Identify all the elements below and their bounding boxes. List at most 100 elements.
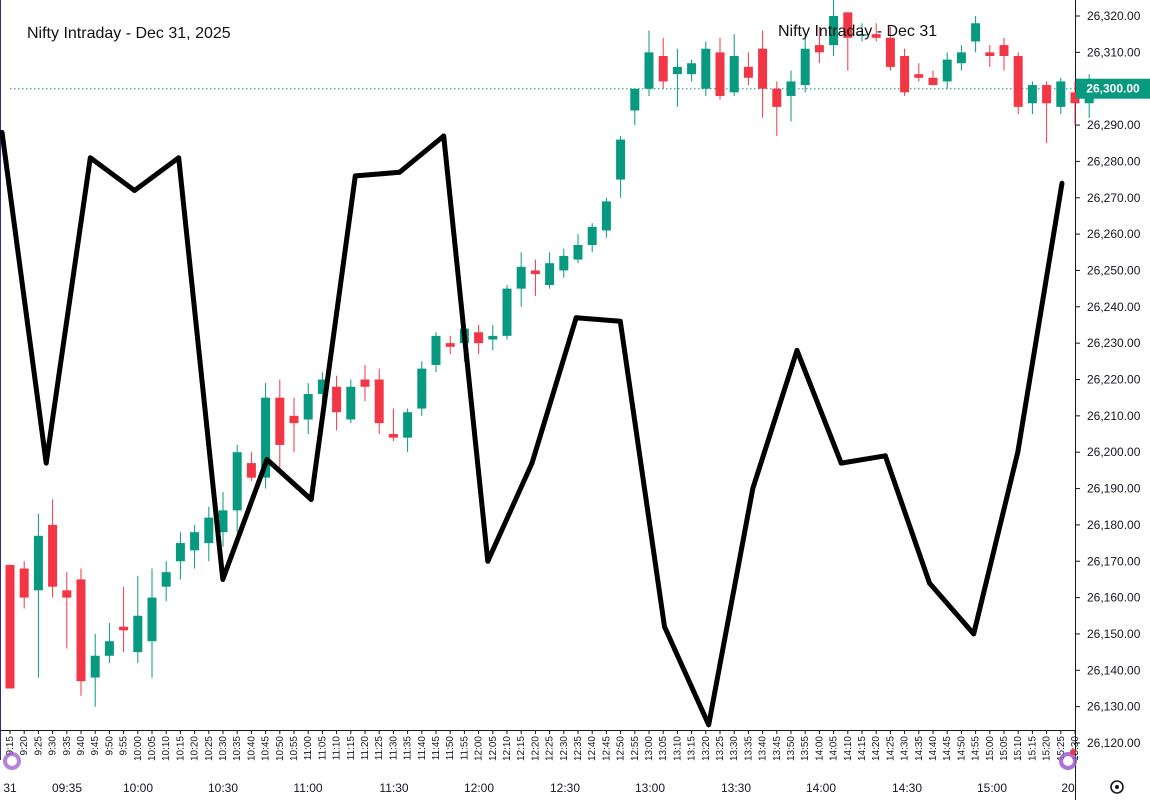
time-slot-label: 10:10: [161, 736, 172, 761]
candle-body: [62, 590, 72, 598]
price-tick-label: 26,310.00: [1087, 45, 1141, 59]
candle-body: [687, 63, 697, 75]
tradingview-logo-left-icon: [3, 752, 21, 770]
candle-body: [758, 48, 768, 89]
price-tick-label: 26,240.00: [1087, 300, 1141, 314]
price-tick-label: 26,170.00: [1087, 554, 1141, 568]
candle-body: [800, 48, 810, 86]
time-slot-label: 12:05: [488, 736, 499, 761]
time-major-label: 14:30: [892, 781, 922, 795]
candle-body: [374, 379, 384, 424]
time-axis[interactable]: 9:15 9:20 9:25 9:30 9:35 9:40 9:45 9:50 9:55 10:0…: [3, 730, 1081, 795]
overlay-point: [132, 188, 137, 193]
candle-body: [190, 532, 200, 551]
candle-body: [119, 626, 129, 631]
time-slot-label: 10:35: [232, 736, 243, 761]
time-slot-label: 14:30: [900, 736, 911, 761]
price-axis[interactable]: 26,120.00 26,130.00 26,140.00 26,150.00 26,1…: [1075, 9, 1141, 750]
price-tick-label: 26,140.00: [1087, 663, 1141, 677]
time-major-label: 15:00: [977, 781, 1007, 795]
candle-body: [488, 335, 498, 340]
time-slot-label: 10:55: [289, 736, 300, 761]
time-slot-label: 11:55: [459, 736, 470, 761]
tradingview-logo-icon[interactable]: [1059, 749, 1077, 770]
time-slot-label: 12:30: [559, 736, 570, 761]
candle-body: [261, 397, 271, 478]
chart-title-left: Nifty Intraday - Dec 31, 2025: [27, 25, 231, 42]
candle-body: [403, 412, 413, 438]
candle-body: [76, 579, 86, 682]
candle-body: [559, 255, 569, 271]
time-slot-label: 10:40: [246, 736, 257, 761]
time-slot-label: 9:55: [119, 736, 130, 756]
candle-body: [388, 434, 398, 438]
time-major-label: 11:30: [379, 781, 408, 795]
time-slot-label: 15:30: [1070, 736, 1081, 761]
candle-body: [942, 59, 952, 82]
time-slot-label: 12:50: [616, 736, 627, 761]
time-major-label: 11:00: [293, 781, 322, 795]
time-slot-label: 14:00: [814, 736, 825, 761]
candle-body: [346, 386, 356, 420]
time-slot-label: 13:05: [658, 736, 669, 761]
settings-gear-icon[interactable]: [1110, 780, 1124, 794]
current-price-marker: 26,300.00: [1076, 78, 1150, 99]
time-slot-label: 12:55: [630, 736, 641, 761]
candle-body: [871, 34, 881, 38]
overlay-point: [706, 722, 712, 728]
price-tick-label: 26,220.00: [1087, 373, 1141, 387]
candle-body: [658, 55, 668, 82]
time-slot-label: 9:50: [104, 736, 115, 756]
candle-body: [601, 201, 611, 231]
overlay-line-series: [0, 129, 1065, 728]
time-slot-label: 9:15: [5, 736, 16, 756]
time-slot-label: 13:20: [701, 736, 712, 761]
candle-body: [417, 368, 427, 409]
time-slot-label: 10:15: [175, 736, 186, 761]
time-slot-label: 14:50: [956, 736, 967, 761]
time-slot-label: 9:35: [62, 736, 73, 756]
time-slot-label: 15:10: [1013, 736, 1024, 761]
candle-body: [204, 517, 214, 544]
candle-body: [147, 597, 157, 642]
candle-body: [48, 524, 58, 587]
overlay-point: [220, 577, 226, 582]
overlay-point: [308, 497, 314, 502]
overlay-point: [485, 558, 491, 564]
candle-body: [246, 463, 256, 478]
candle-body: [303, 394, 313, 420]
candle-body: [616, 139, 626, 180]
overlay-point: [971, 631, 977, 637]
current-price-label: 26,300.00: [1086, 82, 1140, 96]
candle-body: [133, 615, 143, 653]
price-tick-label: 26,180.00: [1087, 518, 1141, 532]
time-slot-label: 12:10: [502, 736, 513, 761]
time-major-label: 13:30: [721, 781, 751, 795]
candle-body: [545, 263, 555, 285]
time-slot-label: 14:45: [942, 736, 953, 761]
price-tick-label: 26,130.00: [1087, 700, 1141, 714]
price-tick-label: 26,280.00: [1087, 154, 1141, 168]
time-slot-label: 12:45: [601, 736, 612, 761]
time-slot-label: 15:20: [1042, 736, 1053, 761]
time-slot-label: 11:15: [346, 736, 357, 761]
time-slot-label: 14:15: [857, 736, 868, 761]
candle-body: [431, 335, 441, 365]
overlay-point: [43, 460, 49, 466]
time-slot-label: 11:30: [388, 736, 399, 761]
time-slot-label: 11:35: [403, 736, 414, 761]
chart-title-right: Nifty Intraday - Dec 31: [778, 23, 938, 40]
time-slot-label: 9:30: [48, 736, 59, 756]
candle-body: [317, 379, 327, 395]
time-slot-label: 9:25: [33, 736, 44, 756]
candle-body: [90, 655, 100, 678]
candle-body: [772, 88, 782, 107]
overlay-point: [573, 315, 579, 321]
candle-body: [587, 226, 597, 246]
overlay-point: [441, 133, 447, 139]
price-tick-label: 26,230.00: [1087, 336, 1141, 350]
time-slot-label: 10:00: [133, 736, 144, 761]
candle-body: [786, 81, 796, 96]
candle-body: [928, 77, 938, 86]
